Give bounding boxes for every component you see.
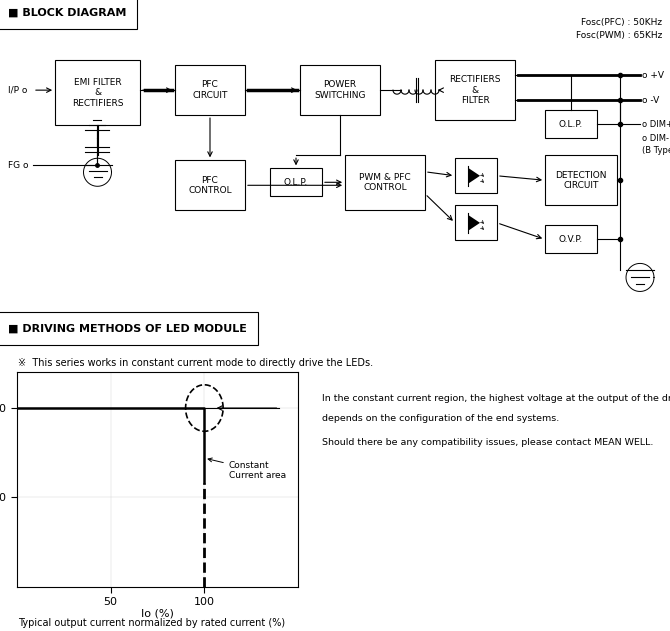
- Text: Constant
Current area: Constant Current area: [208, 458, 286, 480]
- FancyBboxPatch shape: [345, 155, 425, 210]
- Text: o DIM+: o DIM+: [642, 120, 670, 129]
- FancyBboxPatch shape: [270, 168, 322, 196]
- Text: depends on the configuration of the end systems.: depends on the configuration of the end …: [322, 414, 559, 423]
- FancyBboxPatch shape: [455, 158, 497, 193]
- Text: EMI FILTER
&
RECTIFIERS: EMI FILTER & RECTIFIERS: [72, 78, 123, 107]
- Text: RECTIFIERS
&
FILTER: RECTIFIERS & FILTER: [450, 75, 500, 105]
- FancyBboxPatch shape: [175, 65, 245, 115]
- Text: FG o: FG o: [8, 161, 29, 170]
- FancyBboxPatch shape: [455, 205, 497, 240]
- FancyBboxPatch shape: [300, 65, 380, 115]
- Text: O.V.P.: O.V.P.: [559, 235, 583, 244]
- Text: DETECTION
CIRCUIT: DETECTION CIRCUIT: [555, 170, 607, 190]
- Text: ※  This series works in constant current mode to directly drive the LEDs.: ※ This series works in constant current …: [18, 358, 373, 368]
- Text: o -V: o -V: [642, 96, 659, 105]
- FancyBboxPatch shape: [435, 60, 515, 120]
- Text: I/P o: I/P o: [8, 86, 27, 95]
- FancyBboxPatch shape: [545, 225, 597, 254]
- X-axis label: Io (%): Io (%): [141, 609, 174, 618]
- Text: Typical output current normalized by rated current (%): Typical output current normalized by rat…: [18, 618, 285, 628]
- Text: o +V: o +V: [642, 71, 664, 80]
- Text: Should there be any compatibility issues, please contact MEAN WELL.: Should there be any compatibility issues…: [322, 438, 653, 447]
- FancyBboxPatch shape: [175, 160, 245, 210]
- Text: O.L.P.: O.L.P.: [559, 120, 583, 129]
- Text: POWER
SWITCHING: POWER SWITCHING: [314, 80, 366, 100]
- Text: PWM & PFC
CONTROL: PWM & PFC CONTROL: [359, 173, 411, 192]
- Polygon shape: [468, 215, 480, 231]
- Text: Fosc(PFC) : 50KHz
Fosc(PWM) : 65KHz: Fosc(PFC) : 50KHz Fosc(PWM) : 65KHz: [576, 18, 662, 40]
- Text: o DIM-: o DIM-: [642, 134, 669, 143]
- Text: O.L.P.: O.L.P.: [284, 178, 308, 187]
- Text: In the constant current region, the highest voltage at the output of the driver: In the constant current region, the high…: [322, 394, 670, 403]
- Text: ■ BLOCK DIAGRAM: ■ BLOCK DIAGRAM: [8, 8, 127, 18]
- FancyBboxPatch shape: [55, 60, 140, 125]
- Text: PFC
CIRCUIT: PFC CIRCUIT: [192, 80, 228, 100]
- FancyBboxPatch shape: [545, 155, 617, 205]
- Text: (B Type): (B Type): [642, 146, 670, 155]
- Polygon shape: [468, 168, 480, 184]
- Text: PFC
CONTROL: PFC CONTROL: [188, 175, 232, 195]
- Text: ■ DRIVING METHODS OF LED MODULE: ■ DRIVING METHODS OF LED MODULE: [8, 324, 247, 334]
- FancyBboxPatch shape: [545, 110, 597, 138]
